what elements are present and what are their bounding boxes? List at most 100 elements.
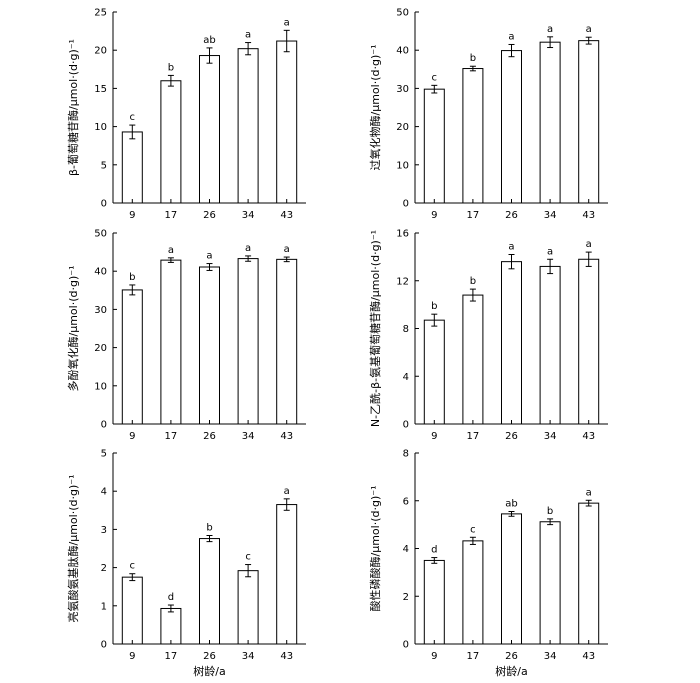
bar [121, 576, 143, 645]
bar [539, 41, 561, 204]
x-tick-label: 26 [505, 210, 518, 221]
significance-letter: b [470, 53, 476, 64]
y-tick-label: 0 [403, 199, 409, 210]
significance-letter: c [432, 72, 438, 83]
x-tick-label: 34 [242, 431, 255, 442]
x-tick-label: 34 [242, 210, 255, 221]
significance-letter: b [431, 301, 437, 312]
significance-letter: d [168, 592, 174, 603]
bar [237, 258, 259, 425]
x-tick-label: 17 [467, 651, 480, 662]
y-tick-label: 4 [403, 372, 409, 383]
x-tick-label: 17 [165, 431, 178, 442]
y-tick-label: 25 [94, 8, 107, 19]
bar [160, 80, 182, 204]
significance-letter: b [470, 276, 476, 287]
bar [276, 40, 298, 204]
significance-letter: ab [505, 498, 517, 509]
x-tick-label: 9 [431, 651, 437, 662]
significance-letter: a [245, 30, 251, 41]
significance-letter: b [129, 272, 135, 283]
significance-letter: a [586, 239, 592, 250]
bar [462, 68, 484, 204]
x-tick-label: 9 [129, 431, 135, 442]
significance-letter: c [470, 524, 476, 535]
y-tick-label: 20 [396, 122, 409, 133]
significance-letter: a [508, 241, 514, 252]
x-tick-label: 43 [280, 431, 293, 442]
y-tick-label: 16 [396, 229, 409, 240]
significance-letter: a [284, 17, 290, 28]
y-tick-label: 10 [396, 160, 409, 171]
x-tick-label: 9 [431, 210, 437, 221]
bar [160, 607, 182, 645]
x-tick-label: 9 [129, 210, 135, 221]
x-tick-label: 26 [203, 651, 216, 662]
x-tick-label: 34 [242, 651, 255, 662]
bar [539, 265, 561, 425]
bar [423, 559, 445, 645]
y-tick-label: 5 [101, 449, 107, 460]
y-axis-label: N-乙酰-β-氨基葡萄糖苷酶/μmol·(d·g)⁻¹ [368, 230, 382, 427]
bar [237, 48, 259, 204]
x-axis-label: 树龄/a [193, 664, 225, 678]
bar [539, 521, 561, 645]
y-tick-label: 8 [403, 449, 409, 460]
bar [199, 55, 220, 204]
significance-letter: c [130, 561, 136, 572]
y-tick-label: 0 [101, 420, 107, 431]
bar [121, 131, 143, 204]
y-tick-label: 6 [403, 496, 409, 507]
y-tick-label: 10 [94, 381, 107, 392]
bar [237, 570, 259, 645]
x-tick-label: 17 [467, 431, 480, 442]
y-tick-label: 30 [396, 84, 409, 95]
x-tick-label: 17 [467, 210, 480, 221]
bar [121, 289, 143, 425]
significance-letter: b [206, 523, 212, 534]
y-tick-label: 15 [94, 84, 107, 95]
x-tick-label: 9 [129, 651, 135, 662]
bar [199, 266, 220, 425]
y-axis-label: 多酚氧化酶/μmol·(d·g)⁻¹ [66, 266, 80, 392]
chart-panel-5: 012345c9d17b26c34a43亮氨酸氨基肽酶/μmol·(d·g)⁻¹… [66, 449, 306, 678]
bar [276, 258, 298, 425]
x-tick-label: 34 [544, 431, 557, 442]
chart-panel-3: 0 10 20 30 40 50 b 9 a 17 a 26 a 34 a 43 多酚氧化酶/μmol·(d·g… [66, 229, 306, 442]
significance-letter: a [547, 246, 553, 257]
x-tick-label: 17 [165, 651, 178, 662]
significance-letter: a [245, 243, 251, 254]
y-tick-label: 20 [94, 46, 107, 57]
significance-letter: b [168, 62, 174, 73]
chart-panel-4: 0 4 8 12 16 b 9 b 17 a 26 a 34 a 43 N-乙酰-β-氨基葡萄糖苷酶/μmol… [368, 229, 608, 442]
x-tick-label: 43 [280, 210, 293, 221]
significance-letter: a [284, 486, 290, 497]
significance-letter: a [168, 245, 174, 256]
y-tick-label: 8 [403, 324, 409, 335]
y-tick-label: 0 [101, 199, 107, 210]
x-tick-label: 43 [582, 431, 595, 442]
bar [578, 502, 600, 645]
y-axis-label: 酸性磷酸酶/μmol·(d·g)⁻¹ [368, 486, 382, 612]
y-tick-label: 5 [101, 160, 107, 171]
bar [462, 294, 484, 425]
y-tick-label: 12 [396, 276, 409, 287]
bar [160, 259, 182, 425]
significance-letter: d [431, 545, 437, 556]
bar [578, 40, 600, 204]
bar [276, 504, 298, 645]
y-tick-label: 1 [101, 601, 107, 612]
y-tick-label: 0 [101, 640, 107, 651]
x-tick-label: 26 [203, 210, 216, 221]
x-tick-label: 43 [582, 651, 595, 662]
bar [501, 261, 522, 425]
significance-letter: c [245, 552, 251, 563]
bar [423, 88, 445, 204]
x-tick-label: 26 [505, 651, 518, 662]
y-tick-label: 4 [403, 544, 409, 555]
significance-letter: a [206, 251, 212, 262]
y-tick-label: 3 [101, 525, 107, 536]
x-tick-label: 43 [582, 210, 595, 221]
x-tick-label: 34 [544, 651, 557, 662]
